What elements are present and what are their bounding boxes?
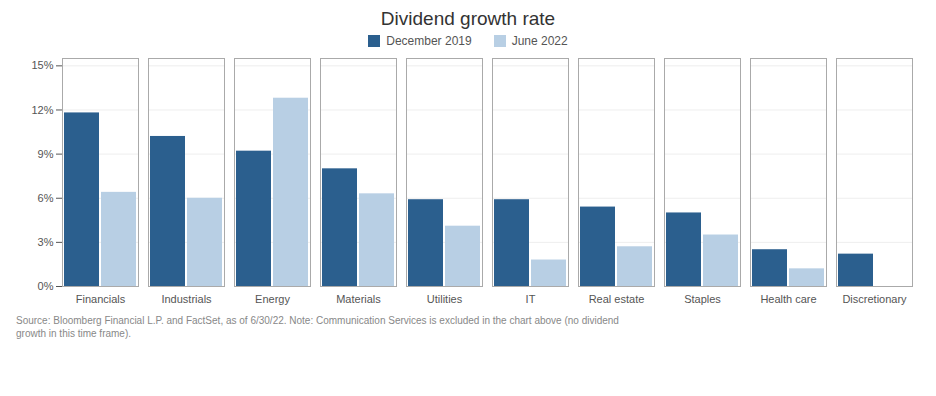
html-text:December 2019: December 2019 [386, 34, 472, 48]
svg-text:IT: IT [526, 293, 536, 305]
html-text:June 2022: June 2022 [511, 34, 568, 48]
svg-text:Materials: Materials [336, 293, 381, 305]
svg-text:Health care: Health care [760, 293, 816, 305]
html-text:Source: Bloomberg Financial L.: Source: Bloomberg Financial L.P. and Fac… [16, 315, 619, 339]
svg-text:Industrials: Industrials [161, 293, 212, 305]
svg-text:Energy: Energy [255, 293, 290, 305]
svg-text:Utilities: Utilities [427, 293, 463, 305]
html-text:Dividend growth rate: Dividend growth rate [380, 8, 556, 29]
svg-text:Financials: Financials [76, 293, 126, 305]
svg-text:15%: 15% [31, 59, 53, 71]
svg-text:3%: 3% [38, 236, 54, 248]
svg-text:Discretionary: Discretionary [842, 293, 907, 305]
svg-text:Staples: Staples [684, 293, 721, 305]
svg-text:0%: 0% [38, 280, 54, 292]
svg-text:Real estate: Real estate [589, 293, 645, 305]
svg-text:9%: 9% [38, 148, 54, 160]
svg-text:12%: 12% [31, 104, 53, 116]
svg-text:6%: 6% [38, 192, 54, 204]
